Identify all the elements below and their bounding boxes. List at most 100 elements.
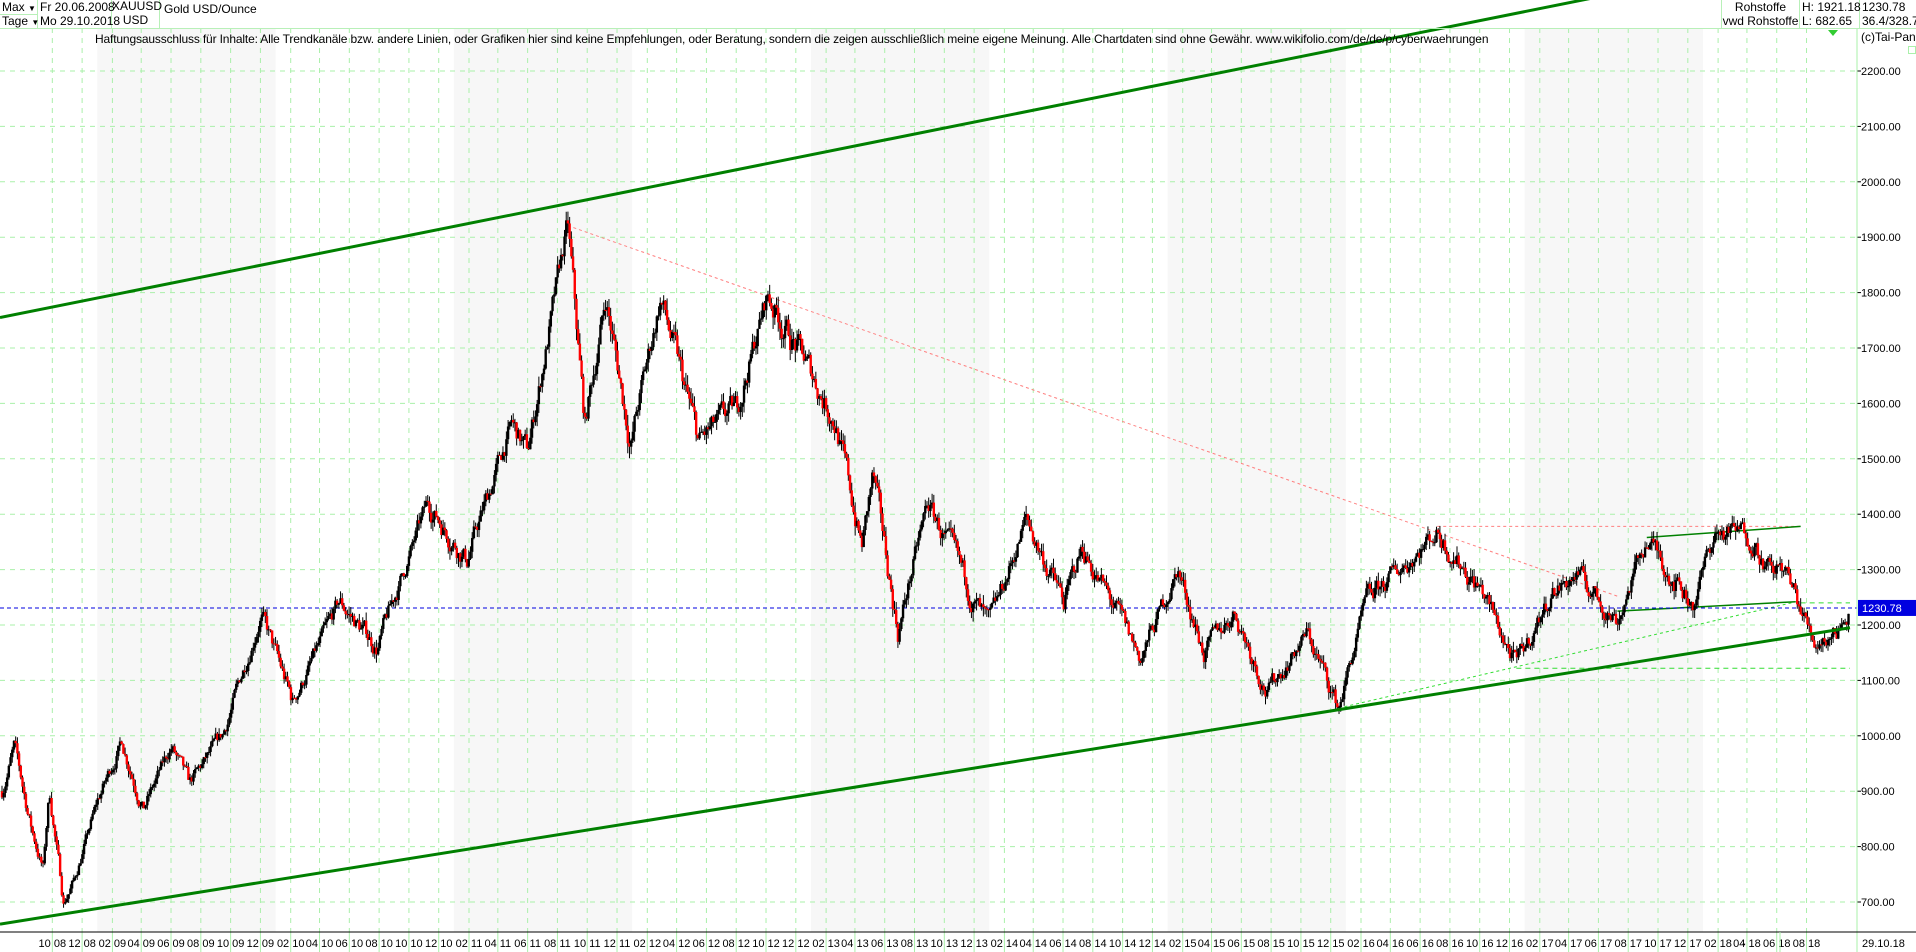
candle-body [118,741,122,746]
candle-body [21,777,24,787]
period-select[interactable]: Max ▼ [2,1,36,15]
candle-body [818,396,821,399]
candle-body [199,765,202,768]
candle-body [1207,636,1211,641]
candle-body [1050,567,1053,570]
candle-body [175,752,178,756]
candle-body [720,401,724,405]
candle-body [780,328,783,339]
candle-body [841,440,845,445]
candle-body [1254,661,1257,667]
candle-body [387,605,390,618]
candle-body [1113,602,1117,608]
x-tick-label: 12 17 [1674,938,1702,950]
candle-body [1421,549,1425,551]
candle-body [1071,566,1074,573]
candle-body [84,834,87,844]
candle-body [862,530,865,548]
candle-body [811,373,814,380]
candle-body [493,474,496,487]
candle-body [272,643,276,645]
collapse-icon[interactable] [1908,46,1916,54]
candle-body [1763,566,1766,570]
candle-body [429,512,433,523]
candle-body [1271,673,1274,682]
candle-body [77,865,81,876]
candle-body [1108,590,1112,600]
candle-body [1057,582,1060,584]
candle-body [0,791,4,798]
candle-body [855,520,859,527]
candle-body [797,334,800,341]
candle-body [477,521,481,531]
interval-select[interactable]: Tage ▼ [2,15,39,29]
candle-body [585,416,588,419]
candle-body [428,501,431,513]
last-value: 1230.78 [1862,0,1906,14]
year-band [1524,28,1703,932]
candle-body [715,413,718,422]
x-tick-label: 08 15 [1257,938,1285,950]
candle-body [599,324,602,345]
candle-body [1572,577,1575,582]
candle-body [1095,575,1098,579]
candle-body [306,665,310,675]
candle-body [1479,584,1483,586]
candle-body [1760,558,1763,565]
candle-body [81,854,84,864]
candle-body [1201,642,1204,653]
last-price-label: 1230.78 [1862,603,1902,615]
candle-body [1537,617,1541,623]
axes: 10 08 12 08 02 09 04 09 06 09 08 09 10 09 12 09… [0,28,1916,952]
candle-body [624,409,628,426]
candle-body [660,302,664,305]
candle-body [1019,530,1023,542]
chart-header: Max ▼ Tage ▼ Fr 20.06.2008 Mo 29.10.2018… [0,0,1916,29]
candle-body [76,875,79,877]
candle-body [1734,525,1737,531]
candle-body [1219,628,1223,633]
candle-body [1042,551,1045,565]
candle-body [376,648,380,655]
candle-body [1014,557,1018,562]
candle-body [532,419,535,423]
candle-body [1719,531,1722,536]
candle-body [1696,589,1700,600]
x-tick-label: 06 17 [1585,938,1613,950]
y-tick-label: 800.00 [1861,842,1895,854]
last-price-marker [1858,599,1916,616]
candle-body [1348,663,1351,668]
candle-body [1553,588,1556,595]
interval-label: Tage [2,14,29,28]
candle-body [523,434,527,437]
candle-body [1047,575,1050,577]
candle-body [1731,523,1734,527]
candle-body [626,425,629,444]
candle-body [378,635,382,649]
candle-body [34,841,38,849]
x-tick-label: 02 15 [1169,938,1197,950]
candle-body [1059,583,1062,588]
candle-body [1590,593,1594,597]
candle-body [1678,577,1681,582]
candle-body [205,752,209,758]
candle-body [906,583,910,599]
candle-body [202,757,205,765]
candle-body [1154,619,1158,633]
candle-body [1353,651,1356,658]
candle-body [1303,633,1307,637]
candle-body [823,397,826,409]
candle-body [24,793,28,808]
x-tick-label: 10 09 [217,938,245,950]
candle-body [1161,599,1165,605]
candle-body [1749,550,1753,554]
candle-body [1171,579,1175,589]
candle-body [72,877,76,881]
candle-body [759,318,763,320]
candle-body [925,505,929,507]
candle-body [1443,540,1447,551]
candle-body [224,730,228,732]
candle-body [727,403,730,414]
candle-body [1259,684,1262,690]
candle-body [373,647,376,654]
